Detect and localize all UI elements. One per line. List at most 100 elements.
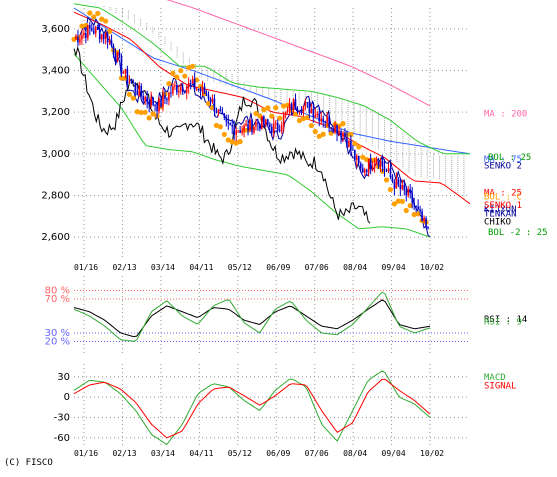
candle-body-159 <box>387 168 390 171</box>
ichimoku-dot-100 <box>269 113 275 119</box>
rsi-line-b <box>73 291 431 342</box>
indicator-lines <box>71 0 471 446</box>
ichimoku-dot-102 <box>273 105 279 111</box>
candle-body-29 <box>130 81 133 83</box>
xtick-1-4: 05/12 <box>228 449 252 458</box>
candle-body-76 <box>223 113 226 118</box>
candle-body-1 <box>75 37 77 40</box>
xtick-1-5: 06/09 <box>266 449 290 458</box>
candle-body-77 <box>225 117 228 122</box>
label-ma75: MA : 75 <box>484 155 522 165</box>
candle-body-56 <box>183 92 186 94</box>
candle-body-150 <box>369 158 372 170</box>
axis-ticks: 2,600 2,800 3,000 3,200 3,400 3,600 20 %30 % 70… <box>41 24 444 458</box>
candle-body-44 <box>160 98 162 107</box>
signal-line <box>73 378 431 439</box>
candle-body-93 <box>257 122 259 125</box>
ichimoku-dot-18 <box>107 28 113 35</box>
ichimoku-dot-38 <box>146 115 152 121</box>
candle-body-162 <box>393 181 396 189</box>
ichimoku-dot-124 <box>316 133 322 139</box>
candle-body-54 <box>180 87 182 91</box>
candle-body-171 <box>411 193 413 203</box>
candle-body-2 <box>77 37 79 43</box>
ichimoku-dot-164 <box>395 198 401 204</box>
ichimoku-dot-50 <box>170 70 176 76</box>
candle-body-170 <box>409 189 412 194</box>
ichimoku-dot-34 <box>138 109 144 116</box>
candle-body-157 <box>383 166 386 171</box>
ytick-price-1: 2,800 <box>41 191 70 202</box>
candle-body-130 <box>330 127 332 129</box>
candle-body-81 <box>233 126 235 135</box>
candlesticks <box>75 21 429 230</box>
candle-body-40 <box>152 97 154 105</box>
label-senko2: SENKO 2 <box>484 161 522 171</box>
candle-body-4 <box>81 35 83 40</box>
candle-body-75 <box>221 111 224 114</box>
candle-body-6 <box>85 33 87 39</box>
label-bol-dn: BOL -2 : 25 <box>488 228 548 238</box>
label-rsi14: RSI : 14 <box>484 315 527 325</box>
candle-body-59 <box>189 82 192 84</box>
candle-body-86 <box>243 125 245 131</box>
ichimoku-dot-36 <box>142 109 148 115</box>
label-ma200: MA : 200 <box>484 109 527 119</box>
ichimoku-dot-170 <box>407 202 413 209</box>
ytick-macd-0: -60 <box>54 433 70 444</box>
candle-body-140 <box>350 140 352 150</box>
candle-body-19 <box>110 40 113 46</box>
label-bol-up: BOL : 25 <box>488 153 531 163</box>
ichimoku-dot-92 <box>253 110 259 117</box>
ichimoku-dot-172 <box>411 211 417 218</box>
ytick-rsi-1: 30 % <box>45 328 70 339</box>
candle-body-57 <box>185 87 188 93</box>
candle-body-18 <box>108 40 111 43</box>
candle-body-169 <box>407 189 410 196</box>
candle-body-53 <box>178 90 180 93</box>
candle-body-79 <box>229 123 232 126</box>
candle-body-82 <box>235 130 237 135</box>
candle-body-106 <box>282 114 285 126</box>
ichimoku-dot-12 <box>95 10 101 17</box>
candle-body-115 <box>300 111 303 113</box>
candle-body-83 <box>237 130 239 132</box>
ichimoku-dot-74 <box>217 124 223 130</box>
ichimoku-dot-136 <box>340 121 346 127</box>
candle-body-91 <box>253 126 255 133</box>
ichimoku-dot-114 <box>296 117 303 124</box>
candle-body-33 <box>138 85 141 96</box>
ichimoku-dot-80 <box>229 139 235 145</box>
xtick-1-8: 09/04 <box>382 449 406 458</box>
ichimoku-dot-120 <box>308 122 314 129</box>
ichimoku-dot-142 <box>352 140 358 147</box>
ytick-rsi-3: 80 % <box>45 286 70 297</box>
ichimoku-dot-4 <box>79 23 85 29</box>
candle-body-109 <box>288 103 291 110</box>
candle-body-17 <box>106 33 109 43</box>
xtick-1-1: 02/13 <box>112 449 136 458</box>
candle-body-155 <box>379 161 382 167</box>
candle-body-138 <box>346 136 348 148</box>
candle-body-30 <box>132 82 135 84</box>
ytick-rsi-0: 20 % <box>45 337 70 348</box>
label-chiko: CHIKO <box>484 218 511 228</box>
candle-body-96 <box>263 116 265 125</box>
candle-body-66 <box>203 86 206 94</box>
candle-body-5 <box>83 33 85 36</box>
candle-body-173 <box>415 205 417 207</box>
xtick-1-2: 03/14 <box>151 449 175 458</box>
candle-body-102 <box>274 122 277 124</box>
candle-body-120 <box>310 109 313 114</box>
ichimoku-dot-72 <box>213 122 219 129</box>
label-tenkan: TENKAN <box>484 209 517 219</box>
ichimoku-dot-84 <box>237 139 243 145</box>
candle-body-49 <box>170 92 172 94</box>
candle-body-137 <box>344 132 346 137</box>
candle-body-104 <box>278 130 281 132</box>
candle-body-95 <box>261 116 263 129</box>
ichimoku-dot-116 <box>300 115 307 122</box>
ytick-price-0: 2,600 <box>41 232 70 243</box>
candle-body-47 <box>166 98 168 101</box>
candle-body-50 <box>172 85 174 94</box>
